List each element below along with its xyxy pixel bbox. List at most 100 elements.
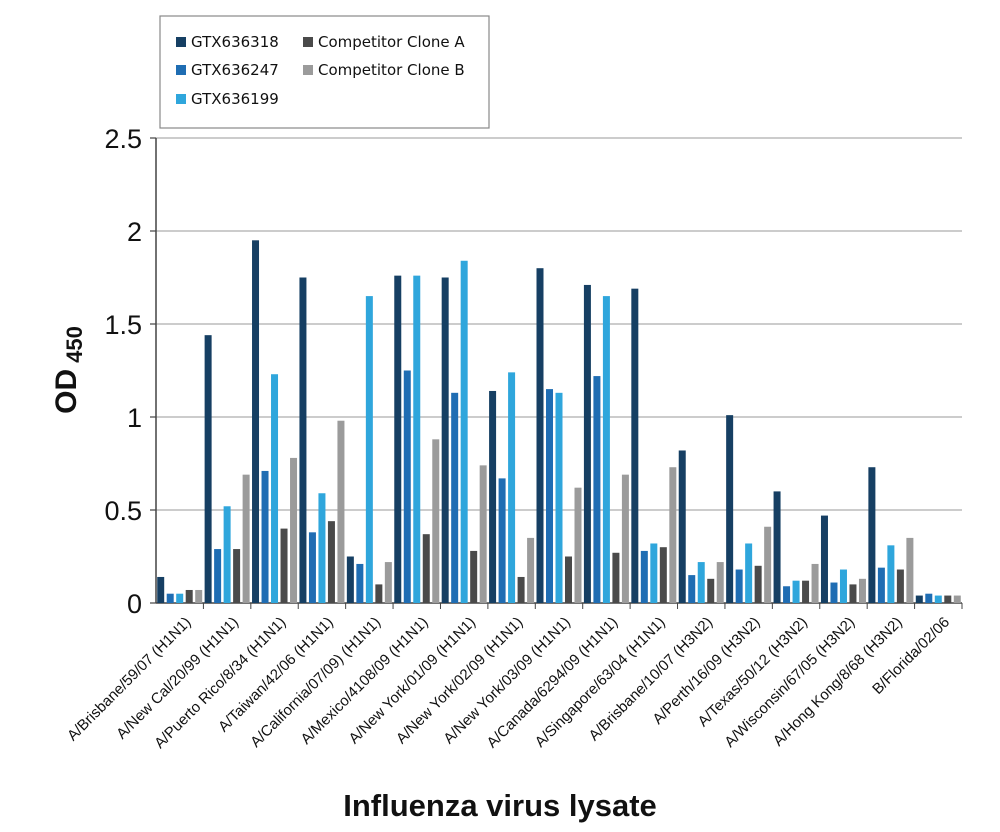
bar <box>166 593 174 603</box>
bar <box>953 595 961 603</box>
bar <box>451 392 459 603</box>
bar <box>802 580 810 603</box>
bar <box>185 589 193 603</box>
bar <box>621 474 629 603</box>
bar <box>688 575 696 603</box>
bar <box>764 526 772 603</box>
bar <box>858 578 866 603</box>
bar <box>811 563 819 603</box>
bar <box>659 547 667 603</box>
y-tick-label: 1.5 <box>104 310 142 340</box>
bar <box>565 556 572 603</box>
bar <box>327 521 335 603</box>
bar <box>489 390 497 603</box>
bar <box>868 467 876 603</box>
bar <box>394 275 402 603</box>
y-tick-label: 0.5 <box>104 496 142 526</box>
bar <box>536 268 544 603</box>
bar <box>830 582 838 603</box>
bar <box>896 569 904 603</box>
bar <box>365 296 373 603</box>
bar <box>460 260 468 603</box>
legend-label: GTX636199 <box>191 90 279 108</box>
bar <box>754 565 762 603</box>
bar <box>299 277 307 603</box>
legend: GTX636318 GTX636247 GTX636199 Competitor Cl… <box>159 15 490 129</box>
bar <box>318 493 326 603</box>
bar <box>204 335 212 603</box>
y-axis-title-subscript: 450 <box>62 326 87 363</box>
bar <box>261 470 269 603</box>
bar <box>773 491 781 603</box>
bar <box>413 275 421 603</box>
bar <box>271 374 279 603</box>
bar <box>308 532 316 603</box>
bar <box>176 593 184 603</box>
bar <box>934 595 942 603</box>
bar <box>726 415 734 603</box>
y-tick-label: 2 <box>127 217 142 247</box>
bar <box>356 563 364 603</box>
bar <box>602 296 610 603</box>
bar <box>195 589 203 603</box>
x-axis-title: Influenza virus lysate <box>343 788 657 823</box>
bar <box>735 569 743 603</box>
bar <box>820 515 828 603</box>
bar <box>223 506 231 603</box>
y-tick-label: 0 <box>127 589 142 619</box>
bar <box>707 578 715 603</box>
bar <box>783 586 791 603</box>
bar <box>583 284 591 603</box>
bar <box>157 576 165 603</box>
bar <box>640 550 648 603</box>
legend-swatch <box>176 65 186 75</box>
bar <box>403 370 411 603</box>
x-tick-labels: A/Brisbane/59/07 (H1N1)A/New Cal/20/99 (… <box>64 614 953 752</box>
bar <box>479 465 487 603</box>
bar <box>441 277 449 603</box>
y-tick-label: 1 <box>127 403 142 433</box>
bar <box>252 240 260 604</box>
bar <box>839 569 847 603</box>
bar <box>346 556 354 603</box>
bar <box>233 549 241 603</box>
legend-box <box>159 15 490 129</box>
bar <box>697 562 705 603</box>
legend-label: Competitor Clone B <box>318 61 465 79</box>
bar <box>508 372 516 603</box>
y-tick-label: 2.5 <box>104 124 142 154</box>
bar <box>546 389 553 603</box>
y-axis-title-main: OD <box>50 369 83 414</box>
bar <box>527 537 535 603</box>
legend-label: GTX636318 <box>191 33 279 51</box>
legend-label: Competitor Clone A <box>318 33 465 51</box>
bar <box>915 595 923 603</box>
legend-label: GTX636247 <box>191 61 279 79</box>
y-axis-title: OD 450 <box>50 326 87 414</box>
bar <box>242 474 250 603</box>
bar <box>906 537 914 603</box>
bar <box>678 450 686 603</box>
legend-swatch <box>176 37 186 47</box>
legend-swatch <box>303 65 313 75</box>
bar <box>792 580 800 603</box>
bar <box>280 528 288 603</box>
bar <box>517 576 525 603</box>
bars <box>157 240 963 609</box>
bar <box>498 478 506 603</box>
bar <box>631 288 639 603</box>
y-tick-labels: 0 0.5 1 1.5 2 2.5 <box>104 124 142 619</box>
legend-swatch <box>303 37 313 47</box>
bar <box>593 376 601 603</box>
bar <box>716 562 724 603</box>
bar <box>470 550 478 603</box>
bar <box>944 595 952 603</box>
bar <box>337 420 345 603</box>
bar <box>669 467 677 603</box>
bar <box>877 567 885 603</box>
bar <box>612 552 620 603</box>
bar <box>375 584 383 603</box>
bar <box>925 593 933 603</box>
